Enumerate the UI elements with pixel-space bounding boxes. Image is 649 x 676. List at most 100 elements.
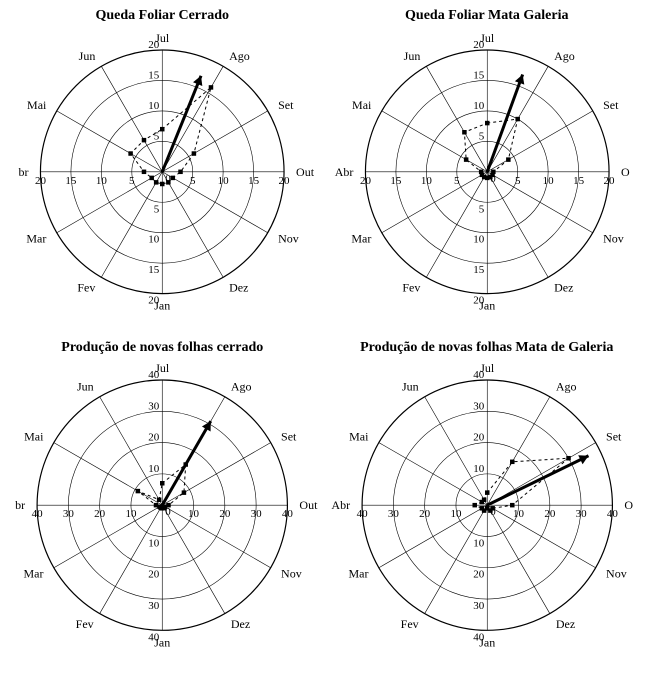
svg-text:40: 40 [606,508,618,520]
svg-text:br: br [18,165,28,179]
svg-text:30: 30 [148,600,160,612]
panel-bottom-left: Produção de novas folhas cerrado JulAgoS… [0,338,325,676]
svg-text:10: 10 [473,100,485,112]
svg-text:Nov: Nov [281,567,302,581]
svg-text:40: 40 [282,508,294,520]
svg-text:15: 15 [573,175,585,187]
svg-text:Mar: Mar [23,567,43,581]
svg-text:30: 30 [251,508,263,520]
svg-text:Ago: Ago [554,49,575,63]
svg-text:5: 5 [190,175,196,187]
svg-text:10: 10 [125,508,137,520]
svg-text:Abr: Abr [334,165,353,179]
svg-text:40: 40 [148,369,160,381]
svg-text:Mai: Mai [349,430,369,444]
svg-text:20: 20 [148,39,160,51]
svg-text:40: 40 [473,631,485,643]
svg-text:20: 20 [473,295,485,307]
svg-text:5: 5 [514,175,520,187]
svg-text:Mai: Mai [24,430,44,444]
svg-text:15: 15 [473,264,485,276]
svg-text:20: 20 [473,39,485,51]
svg-text:Abr: Abr [331,498,350,512]
svg-text:Fev: Fev [77,281,95,295]
panel-top-right: Queda Foliar Mata Galeria JulAgoSetONovD… [325,0,649,338]
svg-text:10: 10 [96,175,108,187]
svg-text:15: 15 [65,175,77,187]
svg-text:br: br [15,498,25,512]
svg-text:10: 10 [473,537,485,549]
svg-text:10: 10 [148,463,160,475]
svg-text:20: 20 [544,508,556,520]
svg-text:15: 15 [148,264,160,276]
svg-text:Fev: Fev [76,617,94,631]
svg-text:Dez: Dez [555,617,574,631]
svg-text:Set: Set [278,98,294,112]
svg-text:Ago: Ago [555,379,576,393]
panel-bottom-right: Produção de novas folhas Mata de Galeria… [325,338,649,676]
svg-text:Set: Set [281,430,297,444]
svg-text:20: 20 [359,175,371,187]
svg-text:15: 15 [390,175,402,187]
svg-text:20: 20 [473,432,485,444]
svg-text:30: 30 [387,508,399,520]
svg-text:Dez: Dez [554,281,573,295]
svg-text:5: 5 [478,203,484,215]
svg-text:O: O [621,165,630,179]
svg-text:10: 10 [148,234,160,246]
svg-text:Out: Out [299,498,318,512]
svg-text:40: 40 [32,508,44,520]
chart-title: Produção de novas folhas Mata de Galeria [325,340,649,356]
svg-text:O: O [624,498,633,512]
svg-text:Jun: Jun [403,49,420,63]
svg-text:20: 20 [219,508,231,520]
svg-text:20: 20 [473,569,485,581]
svg-text:10: 10 [513,508,525,520]
svg-text:5: 5 [129,175,135,187]
svg-text:Out: Out [296,165,315,179]
svg-text:Ago: Ago [231,379,252,393]
svg-text:15: 15 [248,175,260,187]
chart-title: Queda Foliar Mata Galeria [325,8,649,24]
svg-text:10: 10 [218,175,230,187]
svg-text:10: 10 [188,508,200,520]
svg-text:40: 40 [473,369,485,381]
svg-text:10: 10 [148,537,160,549]
svg-text:30: 30 [148,400,160,412]
svg-text:Nov: Nov [606,567,627,581]
svg-text:20: 20 [148,295,160,307]
svg-text:40: 40 [148,631,160,643]
svg-text:Mai: Mai [352,98,372,112]
svg-text:Mar: Mar [351,232,371,246]
svg-text:10: 10 [148,100,160,112]
svg-text:Mar: Mar [26,232,46,246]
svg-text:5: 5 [454,175,460,187]
svg-text:20: 20 [603,175,615,187]
svg-text:5: 5 [154,130,160,142]
chart-title: Queda Foliar Cerrado [0,8,325,24]
svg-text:10: 10 [450,508,462,520]
svg-text:Dez: Dez [229,281,248,295]
svg-text:30: 30 [63,508,75,520]
chart-title: Produção de novas folhas cerrado [0,340,325,356]
svg-text:Mar: Mar [348,567,368,581]
svg-text:40: 40 [356,508,368,520]
svg-text:20: 20 [94,508,106,520]
svg-text:Nov: Nov [278,232,299,246]
svg-text:10: 10 [473,463,485,475]
svg-text:Set: Set [603,98,619,112]
svg-text:10: 10 [420,175,432,187]
svg-text:30: 30 [575,508,587,520]
svg-text:20: 20 [148,432,160,444]
svg-text:10: 10 [542,175,554,187]
svg-text:Dez: Dez [231,617,250,631]
svg-text:30: 30 [473,400,485,412]
panel-top-left: Queda Foliar Cerrado JulAgoSetOutNovDezJ… [0,0,325,338]
svg-text:20: 20 [35,175,47,187]
svg-text:Jun: Jun [401,379,418,393]
svg-text:5: 5 [478,130,484,142]
svg-text:Jun: Jun [77,379,94,393]
svg-text:Nov: Nov [603,232,624,246]
svg-text:15: 15 [473,69,485,81]
svg-text:Mai: Mai [27,98,47,112]
